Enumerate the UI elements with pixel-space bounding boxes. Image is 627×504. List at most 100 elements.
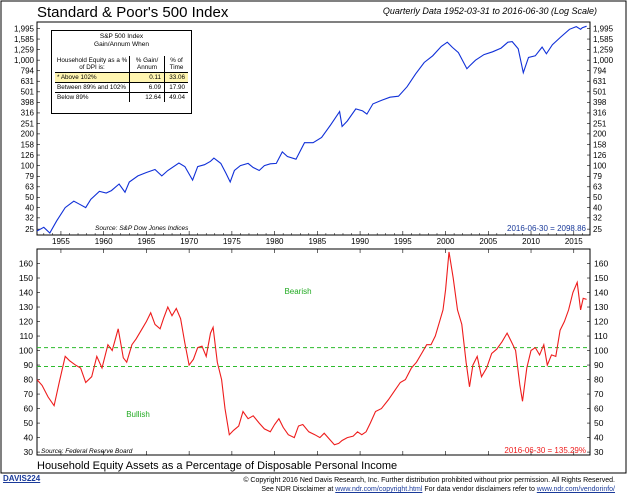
top-plot-frame xyxy=(36,21,591,236)
x-tick-label: 2005 xyxy=(479,237,497,246)
y-tick-label: 501 xyxy=(21,88,35,97)
vendor-info-link[interactable]: www.ndr.com/vendorinfo/ xyxy=(536,486,615,493)
bearish-label: Bearish xyxy=(284,287,311,296)
y-tick-label: 160 xyxy=(19,259,33,269)
x-tick-label: 1960 xyxy=(95,237,113,246)
y-tick-label: 150 xyxy=(19,273,33,283)
x-tick-label: 2010 xyxy=(522,237,540,246)
y-tick-label: 140 xyxy=(594,288,608,298)
x-tick-label: 1995 xyxy=(394,237,412,246)
x-tick-label: 1970 xyxy=(180,237,198,246)
y-tick-label: 70 xyxy=(24,389,34,399)
y-tick-label: 60 xyxy=(24,404,34,414)
y-tick-label: 158 xyxy=(21,140,35,149)
y-tick-label: 316 xyxy=(21,109,35,118)
y-tick-label: 110 xyxy=(594,331,608,341)
y-tick-label: 40 xyxy=(593,203,602,212)
y-tick-label: 80 xyxy=(594,375,604,385)
threshold-lines xyxy=(37,347,590,368)
sp500-series-line xyxy=(36,25,587,234)
y-tick-label: 1,995 xyxy=(14,24,35,33)
x-tick-label: 1955 xyxy=(52,237,70,246)
y-tick-label: 25 xyxy=(593,225,602,234)
stats-table-subtitle: Gain/Annum When xyxy=(94,41,149,48)
top-x-axis: 1955 1960 1965 1970 1975 1980 1985 1990 1995 2000… xyxy=(43,231,583,246)
y-tick-label: 30 xyxy=(594,447,604,457)
stats-table: Household Equity as a % of DPI is: % Gai… xyxy=(55,56,188,102)
stats-row-gain: 12.64 xyxy=(129,92,165,102)
bottom-last-value: 2016-06-30 = 135.29% xyxy=(504,446,586,455)
stats-row-label: * Above 102% xyxy=(55,72,130,83)
y-tick-label: 50 xyxy=(593,193,602,202)
y-tick-label: 158 xyxy=(593,140,607,149)
y-tick-label: 40 xyxy=(24,433,34,443)
y-tick-label: 501 xyxy=(593,88,607,97)
stats-table-title: S&P 500 Index xyxy=(99,33,144,40)
top-last-value: 2016-06-30 = 2098.86 xyxy=(507,224,587,233)
bottom-source-label: Source: Federal Reserve Board xyxy=(41,448,133,455)
y-tick-label: 631 xyxy=(593,77,607,86)
y-tick-label: 32 xyxy=(593,214,602,223)
y-tick-label: 631 xyxy=(21,77,35,86)
y-tick-label: 63 xyxy=(25,183,34,192)
y-tick-label: 126 xyxy=(21,151,35,160)
chart-code-link[interactable]: DAVIS224 xyxy=(3,474,41,483)
x-tick-label: 1985 xyxy=(308,237,326,246)
copyright-link[interactable]: www.ndr.com/copyright.html xyxy=(335,486,423,493)
y-tick-label: 100 xyxy=(21,161,35,170)
equity-series-line xyxy=(36,251,587,446)
y-tick-label: 50 xyxy=(594,418,604,428)
disclaimer-line: See NDR Disclaimer at www.ndr.com/copyri… xyxy=(243,485,615,494)
x-tick-label: 2000 xyxy=(437,237,455,246)
y-tick-label: 200 xyxy=(21,130,35,139)
bottom-axis-group: 30 30 40 40 50 50 60 60 70 70 80 80 90 90 100 100 110 110… xyxy=(19,259,609,458)
bottom-chart-title: Household Equity Assets as a Percentage … xyxy=(37,460,398,472)
y-tick-label: 120 xyxy=(19,317,33,327)
y-tick-label: 130 xyxy=(594,302,608,312)
y-tick-label: 40 xyxy=(594,433,604,443)
y-tick-label: 100 xyxy=(19,346,33,356)
y-tick-label: 794 xyxy=(21,67,35,76)
y-tick-label: 100 xyxy=(593,161,607,170)
y-tick-label: 25 xyxy=(25,225,34,234)
y-tick-label: 50 xyxy=(24,418,34,428)
y-tick-label: 140 xyxy=(19,288,33,298)
stats-row-time: 49.04 xyxy=(169,94,185,101)
y-tick-label: 63 xyxy=(593,183,602,192)
y-tick-label: 126 xyxy=(593,151,607,160)
copyright-notice: © Copyright 2016 Ned Davis Research, Inc… xyxy=(243,476,615,494)
stats-table-box: S&P 500 Index Gain/Annum When Household … xyxy=(51,30,192,114)
copyright-line: © Copyright 2016 Ned Davis Research, Inc… xyxy=(243,477,615,484)
stats-row-label: Between 89% and 102% xyxy=(55,82,130,93)
y-tick-label: 110 xyxy=(19,331,33,341)
y-tick-label: 200 xyxy=(593,130,607,139)
y-tick-label: 398 xyxy=(593,98,607,107)
y-tick-label: 60 xyxy=(594,404,604,414)
bottom-plot-frame xyxy=(36,248,591,456)
stats-row-between: Between 89% and 102% 6.09 17.90 xyxy=(55,82,188,93)
x-tick-label: 1990 xyxy=(351,237,369,246)
stats-row-gain: 0.11 xyxy=(129,72,165,83)
x-tick-label: 2015 xyxy=(565,237,583,246)
y-tick-label: 90 xyxy=(24,360,34,370)
x-tick-label: 1980 xyxy=(266,237,284,246)
y-tick-label: 100 xyxy=(594,346,608,356)
disclaimer-text-a: See NDR Disclaimer at xyxy=(261,486,336,493)
y-tick-label: 90 xyxy=(594,360,604,370)
x-tick-label: 1965 xyxy=(138,237,156,246)
bullish-label: Bullish xyxy=(126,410,150,419)
y-tick-label: 398 xyxy=(21,98,35,107)
y-tick-label: 1,000 xyxy=(14,56,35,65)
y-tick-label: 150 xyxy=(594,273,608,283)
y-tick-label: 160 xyxy=(594,259,608,269)
outer-border xyxy=(0,0,627,474)
y-tick-label: 794 xyxy=(593,67,607,76)
y-tick-label: 1,259 xyxy=(14,45,35,54)
disclaimer-text-b: For data vendor disclaimers refer to xyxy=(422,486,537,493)
y-tick-label: 1,585 xyxy=(593,35,614,44)
y-tick-label: 120 xyxy=(594,317,608,327)
y-tick-label: 40 xyxy=(25,203,34,212)
